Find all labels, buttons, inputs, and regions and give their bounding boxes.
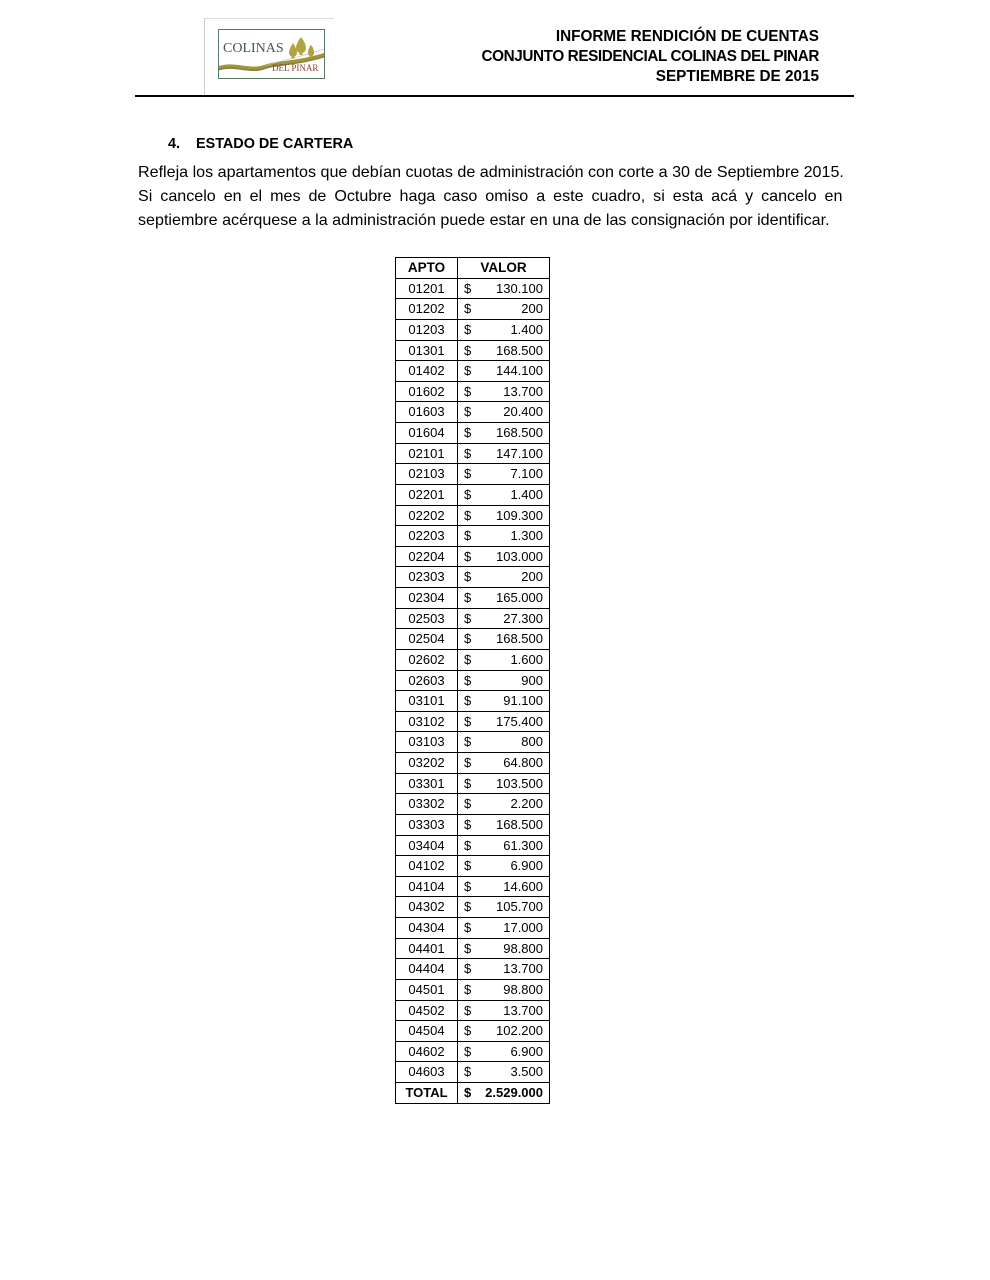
svg-text:COLINAS: COLINAS (223, 41, 284, 56)
svg-text:DEL PINAR: DEL PINAR (272, 63, 318, 73)
